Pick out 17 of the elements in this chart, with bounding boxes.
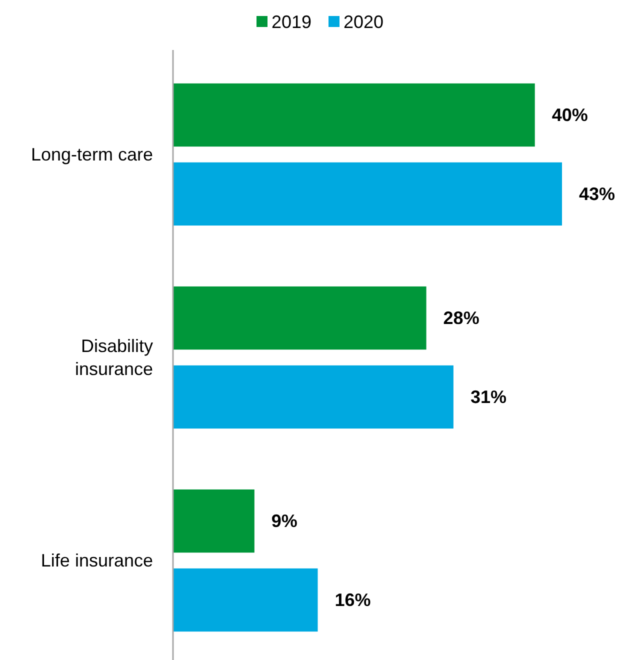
data-label: 9% — [271, 511, 298, 532]
data-label: 40% — [552, 105, 588, 126]
y-tick-label: Disability insurance — [74, 336, 153, 379]
data-label: 31% — [470, 386, 506, 407]
bar — [173, 83, 535, 147]
bar — [173, 489, 254, 553]
legend-label: 2019 — [272, 12, 312, 32]
y-tick-label: Life insurance — [40, 550, 153, 571]
data-label: 16% — [334, 590, 371, 610]
data-label: 43% — [579, 184, 616, 204]
bar — [173, 162, 562, 226]
data-label: 28% — [443, 308, 480, 328]
y-tick-label: Long-term care — [30, 144, 153, 164]
bar — [173, 365, 454, 429]
legend-label: 2020 — [344, 12, 384, 32]
bar — [173, 286, 426, 350]
bar — [173, 568, 318, 632]
